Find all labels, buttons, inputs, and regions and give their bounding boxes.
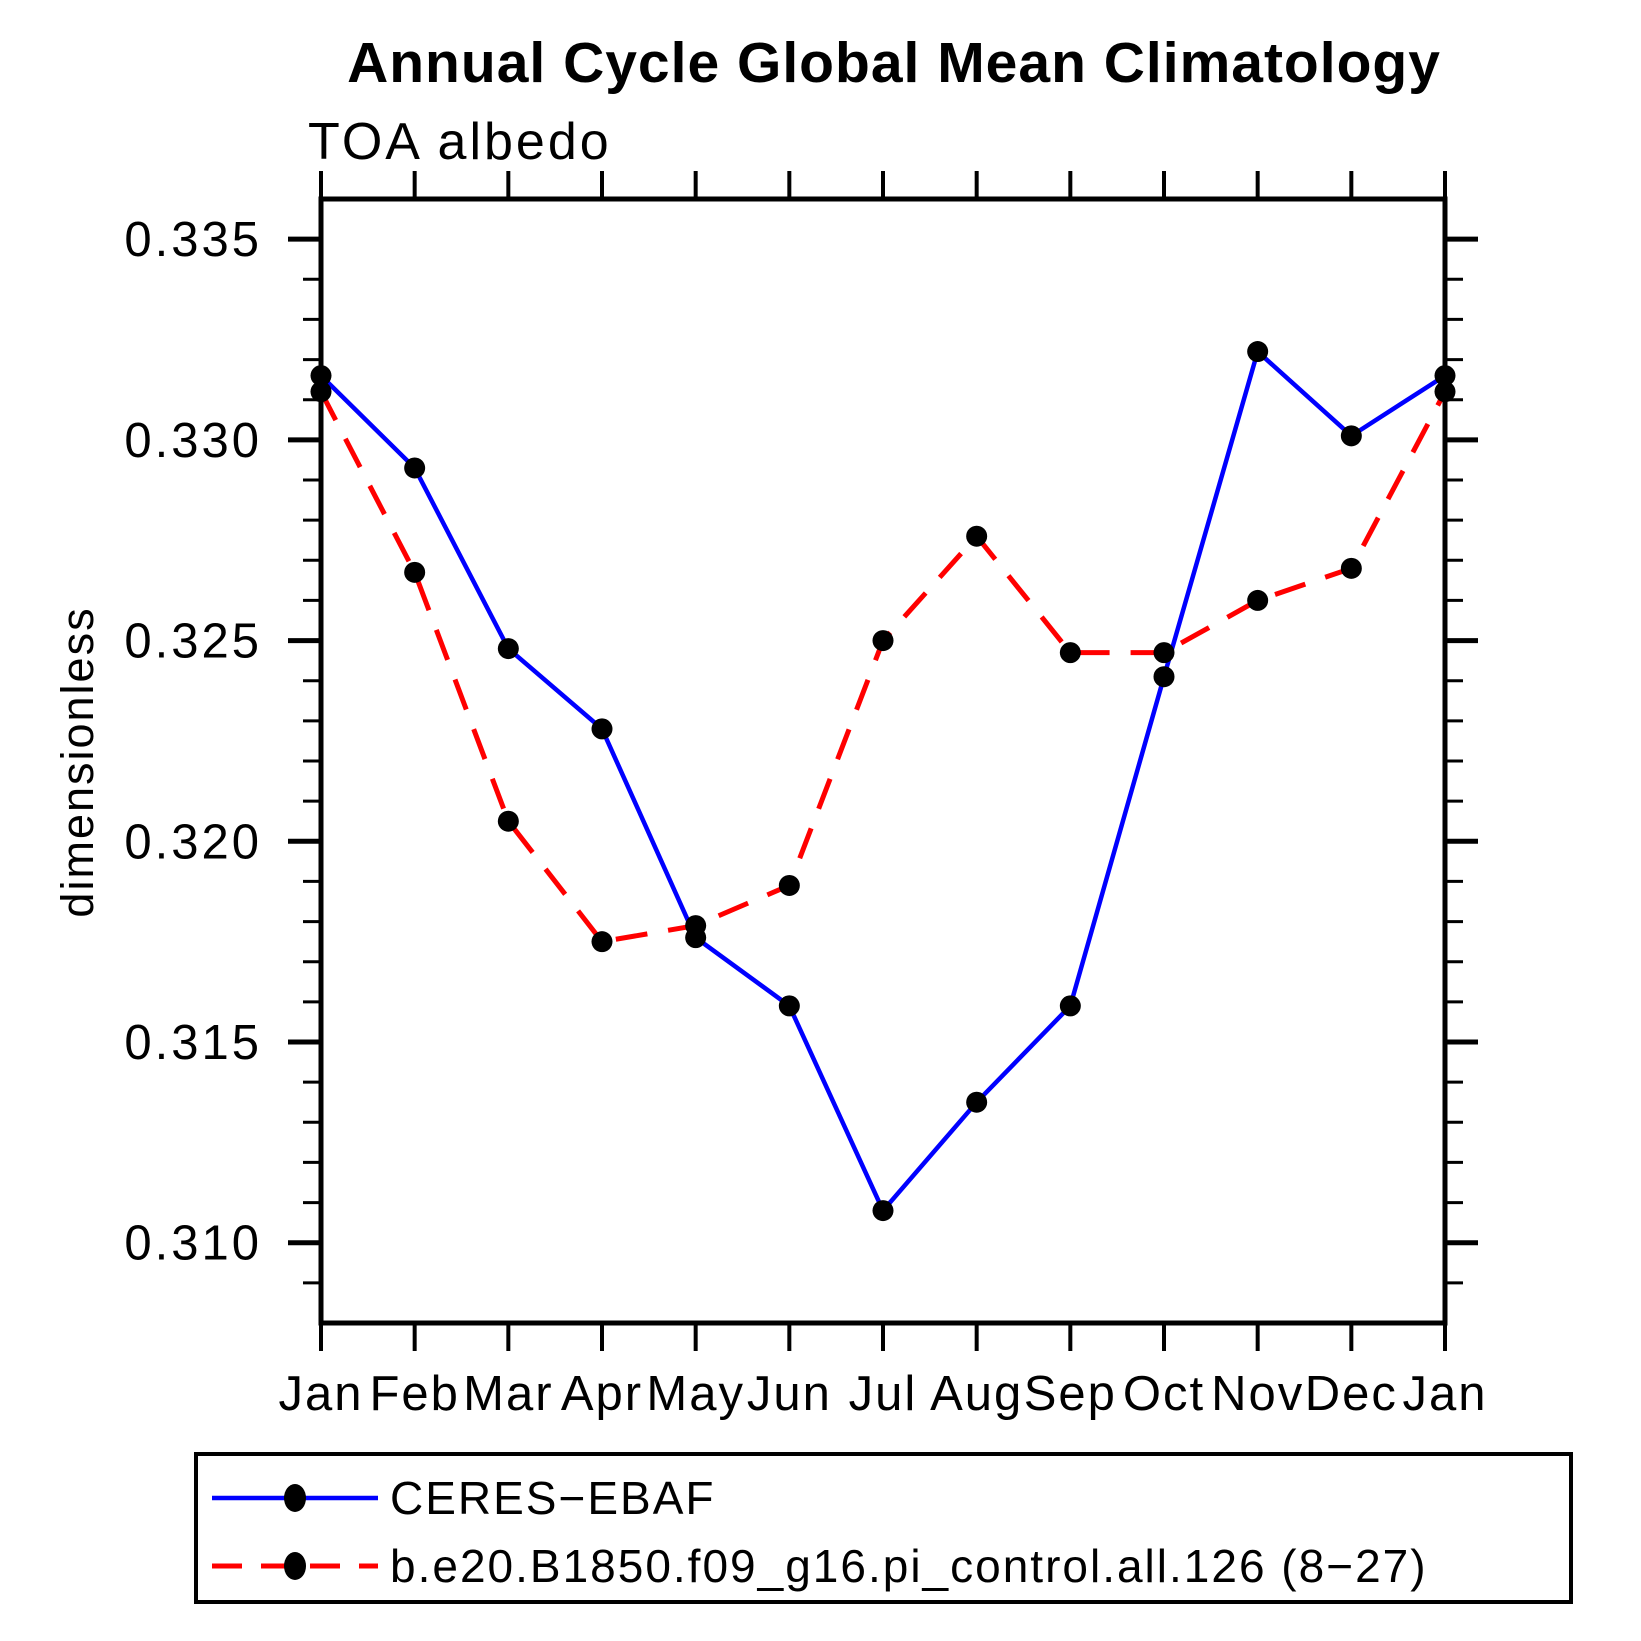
data-point-marker	[497, 810, 519, 832]
legend: CERES−EBAF b.e20.B1850.f09_g16.pi_contro…	[194, 1452, 1573, 1604]
y-tick-label: 0.325	[124, 615, 262, 669]
y-tick-label: 0.320	[124, 815, 262, 869]
data-point-marker	[966, 525, 988, 547]
data-point-marker	[1153, 666, 1175, 688]
data-point-marker	[872, 630, 894, 652]
series-line-0	[319, 347, 1447, 1215]
data-point-marker	[1059, 642, 1081, 664]
data-point-marker	[591, 931, 613, 953]
data-point-marker	[1247, 341, 1269, 363]
y-tick-label: 0.330	[124, 414, 262, 468]
x-tick-label: Jan	[1402, 1367, 1487, 1421]
data-point-marker	[1434, 365, 1456, 387]
data-point-marker	[685, 927, 707, 949]
x-tick-label: Jan	[278, 1367, 363, 1421]
data-point-marker	[404, 457, 426, 479]
y-tick-label: 0.335	[124, 213, 262, 267]
x-tick-label: Mar	[463, 1367, 553, 1421]
legend-label-ceres: CERES−EBAF	[390, 1472, 716, 1524]
legend-line-solid-icon	[212, 1484, 378, 1512]
x-tick-label: Jun	[747, 1367, 832, 1421]
legend-line-dashed-icon	[212, 1552, 378, 1580]
x-tick-label: Dec	[1305, 1367, 1398, 1421]
data-point-marker	[1434, 381, 1456, 403]
x-tick-label: Oct	[1123, 1367, 1205, 1421]
plot-frame	[318, 196, 1448, 1326]
data-point-marker	[310, 381, 332, 403]
x-tick-label: Feb	[369, 1367, 459, 1421]
data-point-marker	[310, 365, 332, 387]
series-line-1	[318, 390, 1448, 945]
data-point-marker	[778, 874, 800, 896]
data-point-marker	[1059, 995, 1081, 1017]
x-tick-label: May	[646, 1367, 745, 1421]
data-point-marker	[1340, 557, 1362, 579]
legend-marker-dot-icon	[284, 1552, 306, 1580]
data-point-marker	[591, 718, 613, 740]
x-tick-label: Sep	[1024, 1367, 1117, 1421]
data-point-marker	[404, 561, 426, 583]
legend-item-model: b.e20.B1850.f09_g16.pi_control.all.126 (…	[198, 1532, 1569, 1600]
x-tick-label: Aug	[930, 1367, 1023, 1421]
data-point-marker	[872, 1200, 894, 1222]
data-point-marker	[778, 995, 800, 1017]
chart-subtitle: TOA albedo	[308, 113, 612, 171]
data-point-marker	[966, 1091, 988, 1113]
chart-title: Annual Cycle Global Mean Climatology	[347, 31, 1441, 95]
data-point-marker	[497, 638, 519, 660]
x-tick-label: Jul	[849, 1367, 918, 1421]
data-point-marker	[1340, 425, 1362, 447]
y-tick-label: 0.315	[124, 1016, 262, 1070]
x-tick-label: Apr	[561, 1367, 643, 1421]
legend-marker-dot-icon	[284, 1484, 306, 1512]
legend-label-model: b.e20.B1850.f09_g16.pi_control.all.126 (…	[390, 1540, 1428, 1592]
data-point-marker	[1247, 589, 1269, 611]
y-tick-label: 0.310	[124, 1217, 262, 1271]
legend-item-ceres: CERES−EBAF	[198, 1464, 1569, 1532]
data-point-marker	[1153, 642, 1175, 664]
x-tick-label: Nov	[1211, 1367, 1304, 1421]
